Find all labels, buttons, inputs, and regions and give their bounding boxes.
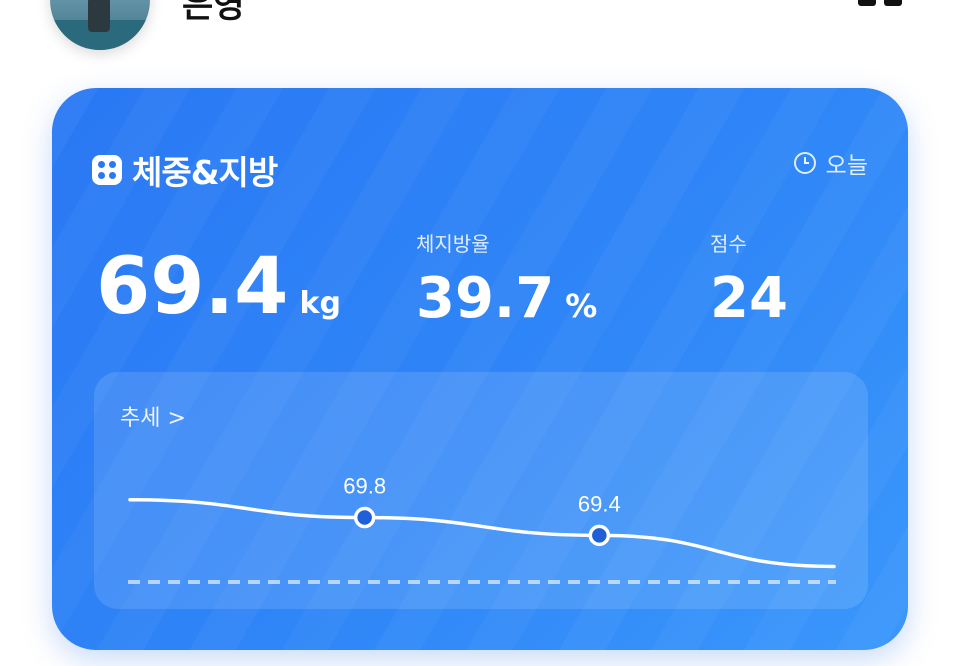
date-filter[interactable]: 오늘 (793, 146, 868, 180)
more-icon[interactable] (858, 0, 902, 8)
body-fat-value: 39.7 (416, 266, 555, 331)
body-fat-label: 체지방율 (416, 232, 490, 256)
avatar-image-figure (88, 0, 110, 32)
score-metric: 점수 24 (710, 228, 788, 327)
weight-metric: 69.4 kg (96, 248, 341, 326)
card-header: 체중&지방 (92, 148, 278, 192)
trend-point[interactable] (353, 506, 376, 529)
trend-point-label: 69.8 (343, 474, 386, 499)
score-value: 24 (710, 266, 788, 331)
trend-point[interactable] (588, 524, 611, 547)
dice-icon (92, 155, 122, 185)
card-title: 체중&지방 (132, 153, 278, 192)
body-fat-unit: % (565, 287, 598, 325)
score-label: 점수 (710, 232, 747, 256)
trend-line (128, 498, 836, 569)
trend-chart: 69.8 69.4 (128, 474, 836, 584)
top-bar: 은영 (0, 0, 960, 60)
trend-link[interactable]: 추세 > (120, 406, 186, 431)
clock-icon (793, 152, 816, 174)
weight-unit: kg (299, 286, 341, 321)
date-filter-label: 오늘 (825, 153, 868, 179)
avatar[interactable] (50, 0, 150, 50)
username: 은영 (182, 0, 245, 26)
weight-fat-card[interactable]: 체중&지방 오늘 69.4 kg 체지방율 39.7 % 점수 24 추세 > … (52, 88, 908, 650)
body-fat-metric: 체지방율 39.7 % (416, 228, 597, 327)
trend-point-label: 69.4 (578, 491, 621, 516)
weight-value: 69.4 (96, 242, 289, 332)
trend-panel[interactable]: 추세 > 69.8 69.4 (94, 372, 868, 609)
